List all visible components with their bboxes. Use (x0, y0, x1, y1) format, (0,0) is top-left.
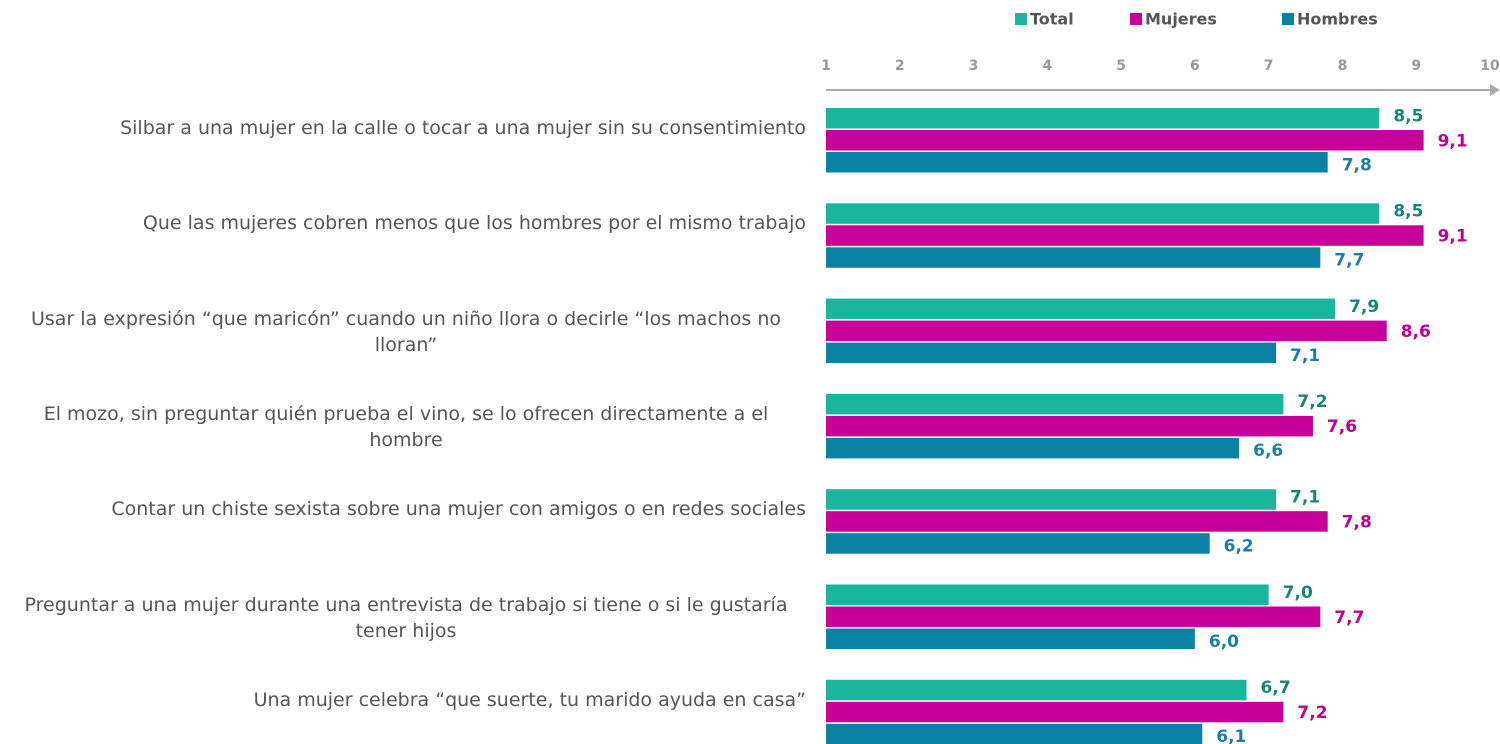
x-tick-label: 4 (1042, 58, 1052, 74)
x-tick-label: 6 (1190, 58, 1200, 74)
bar (826, 437, 1240, 459)
value-label: 9,1 (1438, 131, 1468, 151)
value-label: 7,7 (1334, 608, 1364, 628)
bar (826, 130, 1424, 151)
value-label: 7,7 (1334, 251, 1364, 271)
x-tick-label: 2 (895, 58, 905, 74)
bar (826, 679, 1247, 701)
category-text: Usar la expresión “que maricón” cuando u… (31, 307, 781, 356)
bar (826, 533, 1210, 554)
bar (826, 489, 1277, 510)
bar (826, 723, 1203, 744)
x-tick-label: 7 (1264, 58, 1274, 74)
category-label: El mozo, sin preguntar quién prueba el v… (0, 401, 806, 453)
category-label: Una mujer celebra “que suerte, tu marido… (0, 687, 806, 713)
category-label: Contar un chiste sexista sobre una mujer… (0, 496, 806, 522)
bar (826, 342, 1277, 364)
bar (826, 108, 1380, 129)
bar (826, 701, 1284, 723)
legend-label: Hombres (1297, 10, 1378, 29)
bar (826, 628, 1195, 649)
x-tick-label: 10 (1480, 58, 1500, 74)
bar (826, 152, 1328, 173)
value-label: 8,5 (1393, 106, 1423, 126)
bar (826, 225, 1424, 246)
category-text: Silbar a una mujer en la calle o tocar a… (120, 117, 806, 139)
value-label: 7,1 (1290, 487, 1320, 507)
legend-swatch (1015, 13, 1027, 25)
value-label: 7,8 (1342, 512, 1372, 532)
value-label: 6,2 (1224, 536, 1254, 556)
category-text: Contar un chiste sexista sobre una mujer… (111, 498, 806, 521)
bar (826, 511, 1328, 532)
x-tick-label: 1 (821, 58, 831, 74)
value-label: 7,6 (1327, 417, 1357, 437)
value-label: 7,9 (1349, 297, 1379, 317)
value-label: 9,1 (1438, 227, 1468, 247)
bar (826, 320, 1387, 342)
category-text: El mozo, sin preguntar quién prueba el v… (43, 402, 769, 451)
x-tick-label: 3 (969, 58, 979, 74)
legend-swatch (1130, 13, 1142, 25)
value-label: 7,2 (1297, 703, 1327, 723)
value-label: 6,6 (1253, 441, 1283, 461)
category-text: Que las mujeres cobren menos que los hom… (142, 212, 806, 235)
bar (826, 415, 1313, 437)
bar (826, 298, 1336, 320)
legend-label: Mujeres (1145, 10, 1217, 29)
bar (826, 606, 1321, 627)
legend-label: Total (1030, 10, 1074, 29)
category-label: Que las mujeres cobren menos que los hom… (0, 210, 806, 236)
category-label: Silbar a una mujer en la calle o tocar a… (0, 115, 806, 141)
value-label: 7,8 (1342, 155, 1372, 175)
bar (826, 203, 1380, 224)
bar (826, 393, 1284, 415)
value-label: 7,1 (1290, 346, 1320, 366)
category-text: Una mujer celebra “que suerte, tu marido… (253, 688, 806, 711)
category-label: Preguntar a una mujer durante una entrev… (0, 592, 806, 644)
axis-arrow (1490, 84, 1500, 96)
value-label: 7,2 (1297, 392, 1327, 412)
value-label: 7,0 (1283, 583, 1313, 603)
legend-swatch (1282, 13, 1294, 25)
value-label: 8,5 (1393, 202, 1423, 222)
category-text: Preguntar a una mujer durante una entrev… (24, 593, 788, 642)
x-tick-label: 9 (1411, 58, 1421, 74)
value-label: 8,6 (1401, 322, 1431, 342)
x-tick-label: 5 (1116, 58, 1126, 74)
value-label: 6,7 (1261, 678, 1291, 698)
bar (826, 247, 1321, 268)
x-tick-label: 8 (1338, 58, 1348, 74)
category-label: Usar la expresión “que maricón” cuando u… (0, 306, 806, 358)
bar (826, 584, 1269, 605)
value-label: 6,1 (1216, 727, 1246, 744)
value-label: 6,0 (1209, 632, 1239, 652)
